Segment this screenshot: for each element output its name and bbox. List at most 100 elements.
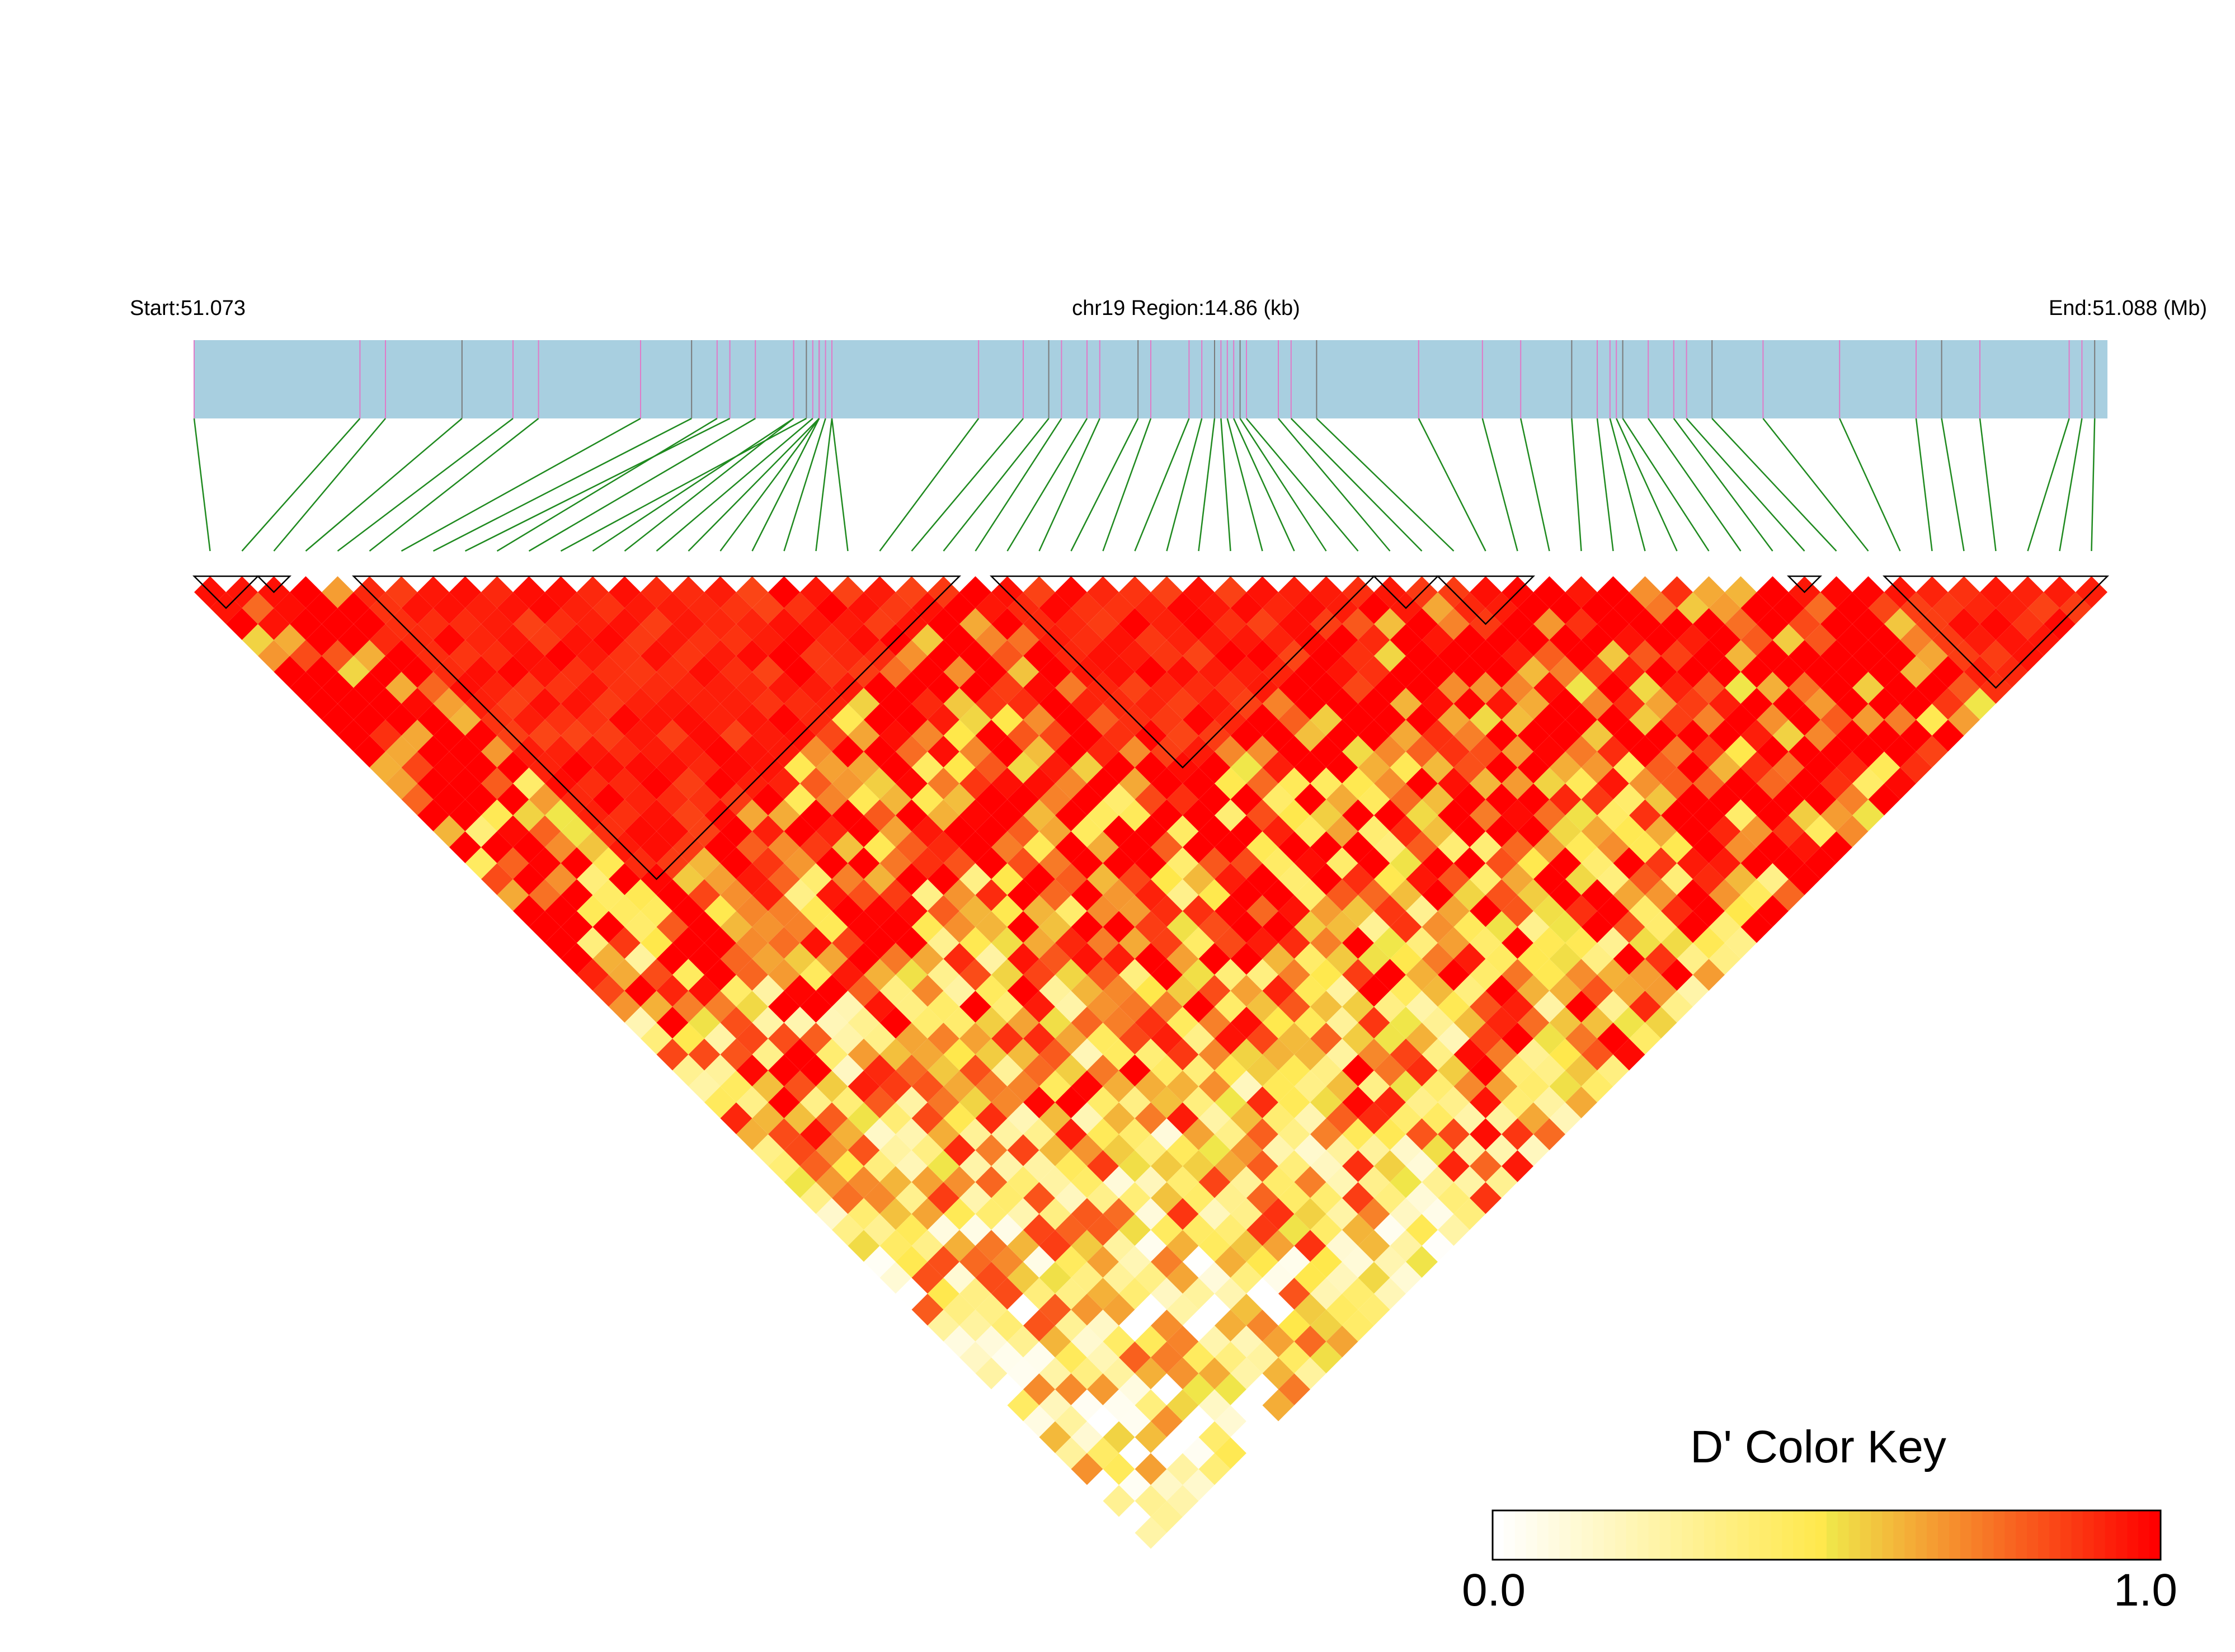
ld-heatmap: [194, 576, 2107, 1549]
color-key: D' Color Key 0.0 1.0: [1462, 1422, 2177, 1616]
color-key-step: [1971, 1510, 1983, 1560]
color-key-step: [1815, 1510, 1827, 1560]
snp-connector-line: [815, 418, 833, 552]
color-key-step: [1559, 1510, 1571, 1560]
snp-connector-line: [273, 418, 386, 552]
snp-connector-line: [1134, 418, 1190, 552]
snp-connector-line: [1519, 418, 1550, 552]
color-key-step: [1526, 1510, 1538, 1560]
color-key-step: [1938, 1510, 1950, 1560]
snp-connector-line: [369, 418, 539, 552]
snp-connector-line: [2091, 418, 2096, 552]
color-key-step: [2005, 1510, 2017, 1560]
snp-connector-line: [193, 418, 211, 552]
color-key-step: [2016, 1510, 2027, 1560]
color-key-step: [1882, 1510, 1894, 1560]
snp-connector-line: [241, 418, 361, 552]
color-key-step: [1503, 1510, 1516, 1560]
color-key-border: [1491, 1509, 2162, 1561]
color-key-step: [2071, 1510, 2083, 1560]
color-key-step: [2049, 1510, 2061, 1560]
snp-connector-line: [1278, 418, 1391, 552]
color-key-step: [1793, 1510, 1805, 1560]
snp-connector-line: [337, 418, 514, 552]
color-key-step: [1514, 1510, 1527, 1560]
color-key-step: [1904, 1510, 1916, 1560]
color-key-step: [1759, 1510, 1772, 1560]
snp-connector-line: [751, 418, 820, 552]
color-key-step: [1548, 1510, 1560, 1560]
snp-connector-line: [496, 417, 718, 552]
snp-connector-line: [1166, 418, 1203, 552]
snp-connector-line: [1038, 418, 1100, 552]
color-key-step: [1582, 1510, 1593, 1560]
color-key-step: [1993, 1510, 2006, 1560]
color-key-step: [1871, 1510, 1883, 1560]
snp-connector-line: [1418, 418, 1486, 552]
color-key-step: [2038, 1510, 2050, 1560]
snp-connector-line: [1481, 418, 1518, 552]
snp-connector-line: [943, 418, 1050, 552]
snp-connector-line: [879, 418, 980, 552]
snp-connector-line: [1915, 418, 1933, 552]
snp-connector-line: [1979, 418, 1997, 552]
ld-block-outline: [351, 575, 962, 881]
color-key-step: [1704, 1510, 1716, 1560]
color-key-step: [1771, 1510, 1783, 1560]
color-key-step: [1982, 1510, 1994, 1560]
color-key-step: [1493, 1510, 1504, 1560]
snp-connector-line: [432, 417, 692, 552]
color-key-step: [1893, 1510, 1905, 1560]
color-key-max-label: 1.0: [2114, 1565, 2177, 1616]
snp-connector-line: [1762, 418, 1869, 552]
snp-connector-line: [1070, 418, 1139, 552]
color-key-step: [2093, 1510, 2106, 1560]
color-key-step: [1637, 1510, 1649, 1560]
color-key-step: [1927, 1510, 1938, 1560]
color-key-step: [1804, 1510, 1816, 1560]
color-key-step: [2149, 1510, 2161, 1560]
snp-connector-line: [1246, 418, 1359, 552]
color-key-step: [2105, 1510, 2117, 1560]
ld-block-outline: [256, 575, 292, 594]
snp-connector-line: [656, 418, 813, 552]
snp-connector-line: [1596, 418, 1614, 552]
snp-connector-line: [624, 418, 794, 552]
color-key-step: [1593, 1510, 1605, 1560]
color-key-step: [1715, 1510, 1727, 1560]
snp-connector-line: [1233, 418, 1295, 552]
color-key-step: [1570, 1510, 1582, 1560]
snp-connector-line: [831, 418, 849, 552]
snp-connector-line: [1839, 418, 1901, 552]
snp-connector-line: [688, 418, 820, 552]
color-key-step: [1860, 1510, 1872, 1560]
ld-block-outlines: [192, 575, 2110, 881]
snp-connector-line: [719, 418, 820, 552]
color-key-step: [2027, 1510, 2039, 1560]
color-key-step: [2082, 1510, 2095, 1560]
snp-connector-line: [401, 417, 641, 552]
color-key-step: [1604, 1510, 1616, 1560]
snp-connector-line: [1648, 418, 1742, 552]
snp-connector-line: [528, 417, 756, 552]
region-end-label: End:51.088 (Mb): [2049, 296, 2207, 320]
snp-connector-line: [1316, 418, 1455, 552]
color-key-step: [1848, 1510, 1861, 1560]
snp-connector-line: [1239, 418, 1327, 552]
color-key-title: D' Color Key: [1690, 1422, 1946, 1472]
color-key-gradient: [1491, 1509, 2162, 1561]
color-key-min-label: 0.0: [1462, 1565, 1526, 1616]
color-key-step: [1626, 1510, 1638, 1560]
ld-block-outline: [1786, 575, 1823, 594]
color-key-step: [1737, 1510, 1749, 1560]
snp-connector-line: [783, 418, 826, 552]
snp-connector-line: [911, 418, 1024, 552]
snp-connector-line: [1198, 418, 1216, 552]
color-key-step: [1726, 1510, 1738, 1560]
color-key-step: [2127, 1510, 2139, 1560]
color-key-step: [2116, 1510, 2128, 1560]
color-key-step: [1537, 1510, 1549, 1560]
color-key-step: [2060, 1510, 2072, 1560]
snp-connector-line: [1571, 418, 1582, 552]
